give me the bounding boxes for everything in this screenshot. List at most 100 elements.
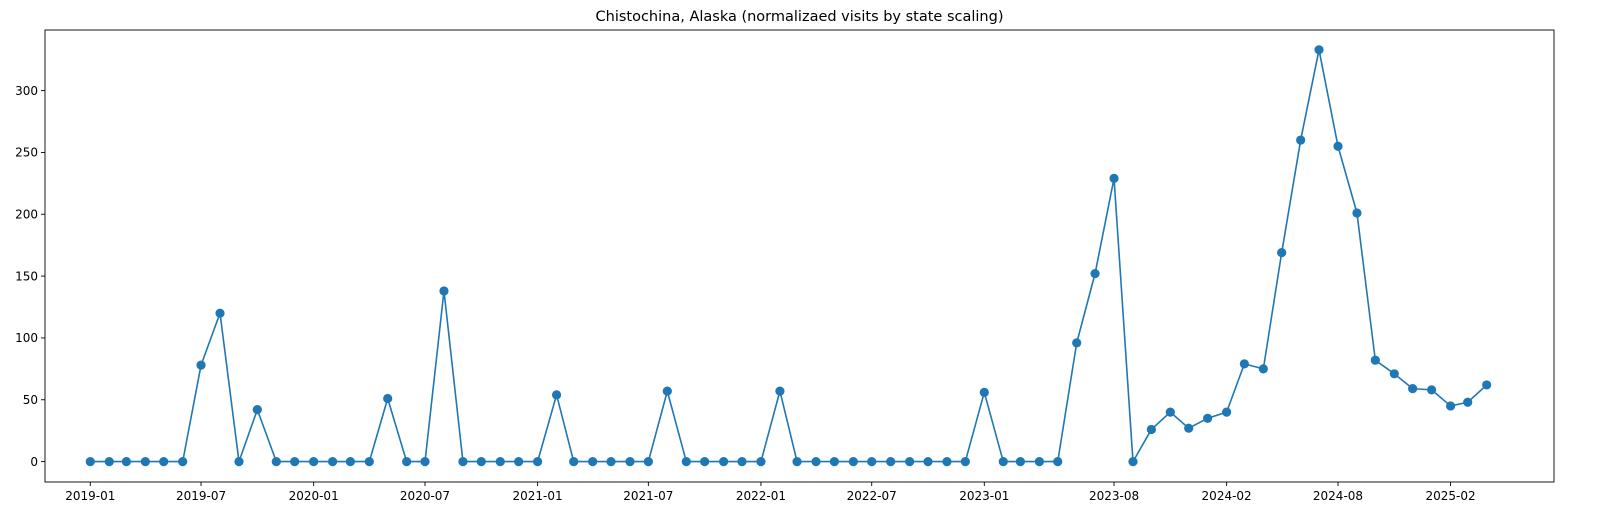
data-point <box>215 308 225 318</box>
data-point <box>1053 457 1063 467</box>
data-point <box>178 457 188 467</box>
data-point <box>533 457 543 467</box>
y-tick-label: 150 <box>15 269 38 283</box>
data-point <box>328 457 338 467</box>
data-point <box>345 457 355 467</box>
y-tick-label: 50 <box>23 393 38 407</box>
data-point <box>1352 208 1362 218</box>
data-point <box>1482 380 1492 390</box>
data-point <box>551 390 562 400</box>
x-tick-label: 2023-08 <box>1089 489 1139 503</box>
data-point <box>719 457 729 467</box>
data-point <box>792 457 802 467</box>
data-point <box>104 457 114 467</box>
data-point <box>1277 248 1287 258</box>
data-point <box>942 457 952 467</box>
series-layer <box>85 45 1492 467</box>
data-point <box>905 457 915 467</box>
data-point <box>848 457 858 467</box>
data-point <box>1445 401 1456 411</box>
x-tick-label: 2022-07 <box>847 489 897 503</box>
y-tick-label: 200 <box>15 207 38 221</box>
data-point <box>700 457 710 467</box>
x-tick-label: 2021-01 <box>513 489 563 503</box>
data-point <box>1258 364 1268 374</box>
y-tick-label: 300 <box>15 84 38 98</box>
data-point <box>960 457 970 467</box>
data-point <box>234 457 244 467</box>
data-point <box>756 457 766 467</box>
data-point <box>1034 457 1044 467</box>
x-tick-label: 2019-07 <box>176 489 226 503</box>
data-point <box>588 457 598 467</box>
data-point <box>252 405 262 415</box>
chart-title: Chistochina, Alaska (normalizaed visits … <box>596 9 1004 25</box>
y-tick-label: 250 <box>15 146 38 160</box>
data-point <box>1296 135 1306 145</box>
data-point <box>923 457 933 467</box>
data-point <box>439 286 449 296</box>
data-point <box>1184 423 1194 433</box>
data-point <box>1128 457 1138 467</box>
x-tick-label: 2020-07 <box>400 489 450 503</box>
series-line <box>90 48 1488 463</box>
data-point <box>1222 407 1232 417</box>
data-point <box>364 457 374 467</box>
data-point <box>998 457 1008 467</box>
data-point <box>1333 141 1343 151</box>
data-point <box>476 457 486 467</box>
data-point <box>1203 413 1213 423</box>
axis-layer: 0 50 100 150 200 250 300 2019-01 2019-07 2020-01 2… <box>15 29 1555 503</box>
data-point <box>85 457 95 467</box>
data-point <box>662 386 672 396</box>
data-point <box>309 457 319 467</box>
data-point <box>681 457 691 467</box>
data-point <box>140 457 150 467</box>
data-point <box>420 457 430 467</box>
data-point <box>569 457 579 467</box>
data-point <box>271 457 281 467</box>
x-tick-label: 2024-08 <box>1313 489 1363 503</box>
data-point <box>495 457 505 467</box>
x-tick-label: 2025-02 <box>1426 489 1476 503</box>
data-point <box>606 457 616 467</box>
plot-frame <box>44 29 1555 483</box>
x-tick-label: 2019-01 <box>65 489 115 503</box>
data-point <box>1370 355 1380 365</box>
data-point <box>383 393 393 404</box>
data-point <box>1090 269 1100 279</box>
data-point <box>1314 45 1324 55</box>
x-tick-label: 2024-02 <box>1202 489 1252 503</box>
data-point <box>737 457 747 467</box>
data-point <box>886 457 896 467</box>
x-tick-label: 2022-01 <box>736 489 786 503</box>
data-point <box>121 457 131 467</box>
data-point <box>458 457 468 467</box>
data-point <box>402 457 412 467</box>
y-tick-label: 0 <box>30 455 38 469</box>
data-point <box>1109 173 1119 183</box>
data-point <box>979 387 989 397</box>
x-tick-label: 2020-01 <box>289 489 339 503</box>
y-tick-label: 100 <box>15 331 38 345</box>
data-point <box>625 457 635 467</box>
data-point <box>196 360 206 370</box>
data-point <box>290 457 300 467</box>
data-point <box>514 457 524 467</box>
data-point <box>1463 397 1473 407</box>
data-point <box>1165 407 1175 417</box>
data-point <box>1408 384 1418 394</box>
data-point <box>1239 359 1249 369</box>
data-point <box>775 386 785 396</box>
x-tick-label: 2023-01 <box>959 489 1009 503</box>
data-point <box>867 457 877 467</box>
data-point <box>159 457 169 467</box>
data-point <box>1072 338 1082 348</box>
data-point <box>829 457 839 467</box>
data-point <box>1146 424 1156 435</box>
x-tick-label: 2021-07 <box>623 489 673 503</box>
data-point <box>1389 369 1399 379</box>
data-point <box>643 457 653 467</box>
